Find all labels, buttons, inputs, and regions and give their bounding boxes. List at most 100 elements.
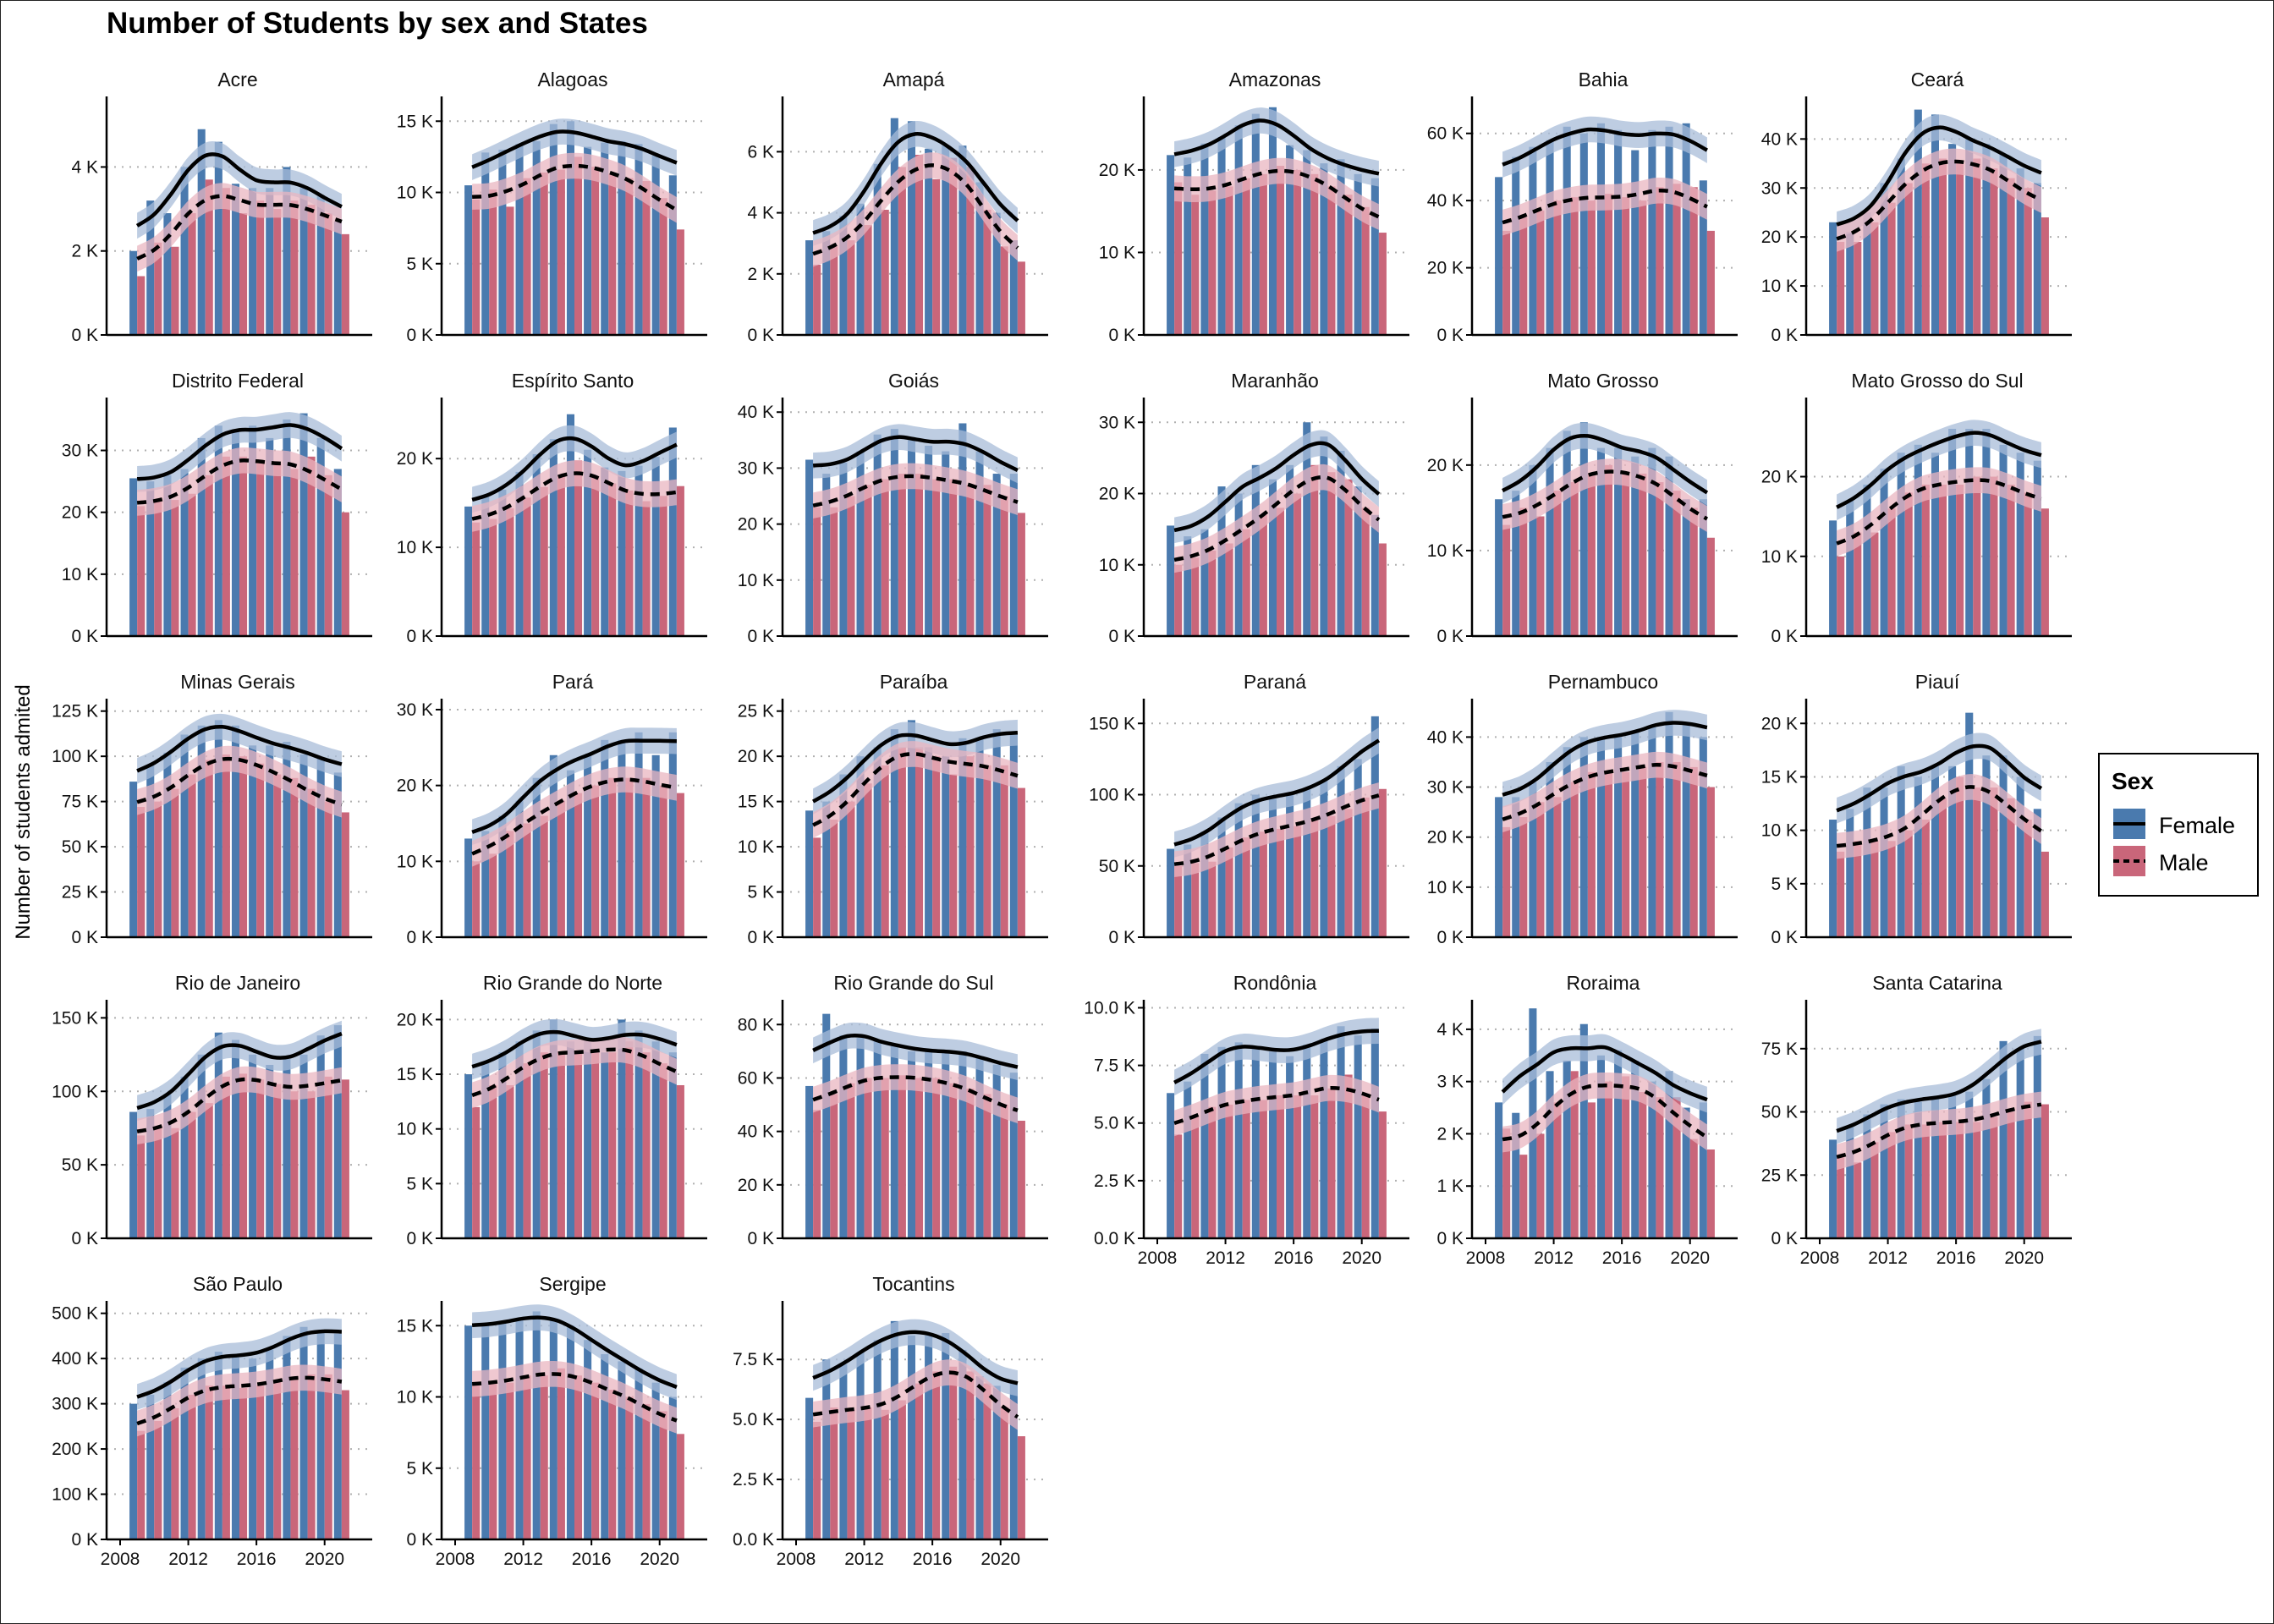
bar-male <box>591 476 600 636</box>
x-tick-label: 2016 <box>913 1550 953 1569</box>
trend-band-female <box>1837 114 2041 238</box>
bar-male <box>540 815 548 937</box>
bar-female <box>1268 107 1277 336</box>
bar-female <box>1914 1101 1922 1238</box>
bar-female <box>1495 177 1503 335</box>
bar-female <box>1863 1114 1871 1238</box>
facet-panel: Paraná 0 K 50 K 100 K 150 K <box>1089 671 1409 947</box>
bar-female <box>1268 479 1277 636</box>
bar-male <box>523 1063 531 1238</box>
trend-line-male <box>812 163 1019 256</box>
bar-male <box>983 1383 991 1539</box>
trend-line-female <box>812 1330 1019 1385</box>
facet-panel: Goiás 0 K 10 K 20 K 30 K 40 K <box>738 370 1048 646</box>
trend-line-female <box>471 436 678 502</box>
y-tick-label: 30 K <box>1427 778 1464 798</box>
bar-male <box>1837 556 1845 636</box>
bar-female <box>1217 486 1226 636</box>
bar-female <box>925 148 933 335</box>
bar-male <box>324 1076 332 1238</box>
bar-female <box>1614 1050 1623 1238</box>
bar-female <box>1184 157 1192 335</box>
bar-female <box>992 474 1001 636</box>
bar-male <box>171 788 179 937</box>
bar-female <box>942 1333 950 1539</box>
bar-male <box>1502 230 1511 335</box>
bar-male <box>1939 798 1947 937</box>
bar-female <box>1682 721 1690 937</box>
bar-female <box>1337 159 1345 335</box>
bar-female <box>481 1325 490 1539</box>
trend-line-female <box>136 724 343 773</box>
bar-male <box>642 1403 651 1539</box>
trend-band-female <box>137 1020 342 1122</box>
bar-female <box>1829 520 1837 636</box>
bar-male <box>1939 1122 1947 1238</box>
bar-male <box>1570 482 1579 636</box>
legend-label-female: Female <box>2159 813 2236 838</box>
bar-male <box>1956 776 1964 937</box>
bar-female <box>231 184 239 335</box>
bar-male <box>659 496 667 636</box>
bar-male <box>1361 1095 1370 1238</box>
y-tick-label: 20 K <box>62 503 98 523</box>
bar-female <box>1880 183 1888 335</box>
bar-female <box>1167 1093 1175 1238</box>
bar-male <box>205 179 213 335</box>
bar-male <box>1706 537 1715 636</box>
trend-line-male <box>812 474 1019 508</box>
bar-male <box>2024 492 2032 636</box>
trend-line-female <box>1501 1045 1708 1102</box>
y-tick-label: 0 K <box>1436 627 1464 646</box>
bar-male <box>1502 826 1511 937</box>
x-tick-label: 2012 <box>503 1550 543 1569</box>
y-tick-label: 5.0 K <box>733 1410 774 1429</box>
y-tick-label: 10 K <box>1761 277 1798 296</box>
bar-female <box>146 481 155 636</box>
trend-line-male <box>1836 785 2043 848</box>
y-tick-label: 500 K <box>52 1304 98 1324</box>
bar-male <box>591 1382 600 1539</box>
bar-female <box>1948 765 1957 937</box>
facet-panel: Rondônia 0.0 K 2.5 K 5.0 K 7.5 K 10.0 K 2008 20… <box>1084 972 1409 1268</box>
bar-female <box>1320 780 1328 937</box>
facet-title: Espírito Santo <box>512 370 634 392</box>
bar-female <box>839 1363 848 1539</box>
bar-female <box>618 1019 626 1238</box>
bar-female <box>1579 1023 1588 1238</box>
bar-female <box>163 1094 172 1238</box>
trend-line-female <box>811 730 1019 804</box>
bar-female <box>1596 1055 1605 1238</box>
bar-male <box>273 209 282 335</box>
bar-male <box>1208 190 1217 335</box>
bar-female <box>1631 456 1640 636</box>
bar-female <box>481 152 490 335</box>
trend-line-male <box>136 1375 343 1426</box>
facet-panel: Distrito Federal 0 K 10 K 20 K 30 K <box>62 370 372 646</box>
bar-male <box>1837 241 1845 335</box>
bar-male <box>290 777 299 937</box>
bar-male <box>1225 1104 1233 1238</box>
bar-female <box>975 1376 984 1539</box>
x-tick-label: 2012 <box>1206 1248 1245 1268</box>
bar-female <box>214 720 222 937</box>
bar-male <box>1344 809 1353 937</box>
bar-male <box>2024 1101 2032 1238</box>
bar-female <box>2016 776 2024 937</box>
bar-female <box>925 747 933 937</box>
bar-male <box>307 1374 316 1539</box>
trend-line-male <box>1836 159 2042 241</box>
y-tick-label: 20 K <box>1761 228 1798 247</box>
y-tick-label: 0 K <box>71 1530 98 1550</box>
facet-title: Mato Grosso do Sul <box>1851 370 2023 392</box>
bar-male <box>881 765 889 937</box>
y-tick-label: 0 K <box>1436 928 1464 947</box>
bar-male <box>341 1079 349 1238</box>
bar-male <box>472 522 481 636</box>
bar-female <box>1614 447 1623 636</box>
bar-female <box>316 1331 325 1539</box>
bar-female <box>856 451 865 636</box>
y-tick-label: 5 K <box>747 883 774 903</box>
bar-male <box>2007 178 2015 335</box>
bar-female <box>283 742 291 937</box>
